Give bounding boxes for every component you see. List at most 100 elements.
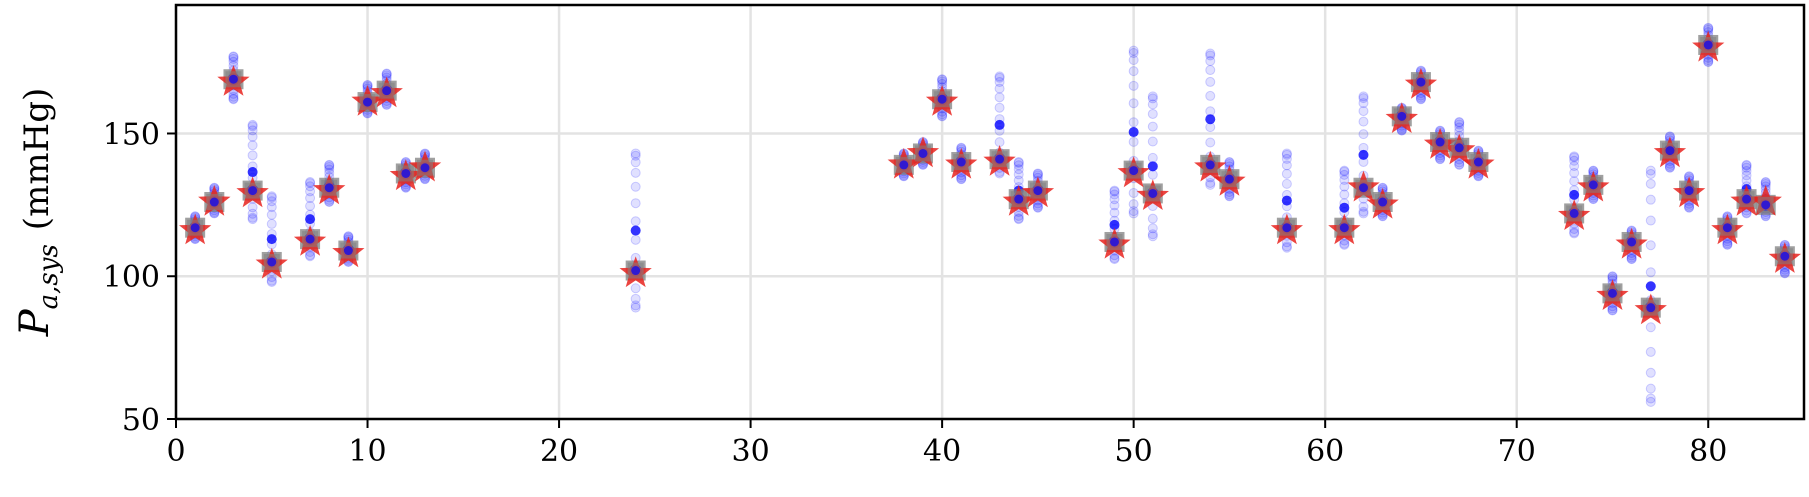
mean-overlay-point [363, 97, 373, 107]
sample-point [1664, 162, 1675, 173]
sample-point [1205, 48, 1216, 59]
sample-point [1109, 189, 1120, 200]
mean-overlay-point [899, 160, 909, 170]
sample-point [1435, 152, 1446, 163]
sample-point [630, 234, 641, 245]
sample-point [1205, 114, 1216, 125]
mean-overlay-point [1358, 183, 1368, 193]
sample-point [1703, 55, 1714, 66]
sample-point [1281, 237, 1292, 248]
mean-overlay-point [1224, 174, 1234, 184]
sample-point [247, 125, 258, 136]
reference-markers [179, 30, 1801, 325]
sample-point [1358, 201, 1369, 212]
sample-point [1147, 121, 1158, 132]
sample-point [305, 177, 316, 188]
sample-point [247, 140, 258, 151]
mean-overlay-point [1742, 194, 1752, 204]
sample-point [1741, 165, 1752, 176]
sample-point [994, 76, 1005, 87]
sample-point [1684, 202, 1695, 213]
mean-overlay-point [1780, 251, 1790, 261]
mean-overlay-point [1454, 143, 1464, 153]
sample-point [1147, 229, 1158, 240]
mean-overlay-point [1148, 188, 1158, 198]
mean-overlay-point [1569, 208, 1579, 218]
sample-point [228, 91, 239, 102]
sample-point [1128, 136, 1139, 147]
sample-point [1128, 55, 1139, 66]
sample-point [994, 102, 1005, 113]
sample-point [305, 178, 316, 189]
mean-overlay-point [228, 74, 238, 84]
sample-point [1454, 117, 1465, 128]
sample-point [1703, 57, 1714, 68]
y-tick-label: 50 [122, 403, 160, 438]
sample-point [228, 93, 239, 104]
sample-point [266, 209, 277, 220]
sample-point [1339, 169, 1350, 180]
sample-point [247, 208, 258, 219]
sample-point [1684, 200, 1695, 211]
sample-point [228, 51, 239, 62]
sample-point [1339, 239, 1350, 250]
sample-point [1128, 66, 1139, 77]
sample-point [1109, 200, 1120, 211]
sample-point [1645, 165, 1656, 176]
y-tick-label: 150 [103, 117, 160, 152]
sample-point [1415, 92, 1426, 103]
sample-point [1569, 227, 1580, 238]
sample-point [228, 94, 239, 105]
sample-point [1454, 159, 1465, 170]
sample-point [1435, 154, 1446, 165]
mean-overlay-point [631, 266, 641, 276]
sample-point [1339, 165, 1350, 176]
sample-point [1454, 122, 1465, 133]
sample-point [1013, 160, 1024, 171]
mean-overlay-point [209, 197, 219, 207]
sample-point [1645, 322, 1656, 333]
mean-overlay-point [1339, 223, 1349, 233]
sample-point [247, 150, 258, 161]
plot-frame [174, 3, 1806, 421]
sample-point [266, 275, 277, 286]
sample-point [1109, 185, 1120, 196]
sample-point [1205, 90, 1216, 101]
sample-point [1128, 98, 1139, 109]
sample-point [1128, 127, 1139, 138]
sample-point [1645, 178, 1656, 189]
sample-point [1147, 231, 1158, 242]
sample-point [1645, 346, 1656, 357]
mean-overlay-point [1014, 194, 1024, 204]
sample-point [1205, 76, 1216, 87]
y-axis-label-main: P [12, 308, 58, 337]
sample-point [266, 202, 277, 213]
mean-overlay-point [1703, 40, 1713, 50]
sample-point [324, 162, 335, 173]
y-axis-label-sub: a,sys [34, 244, 64, 309]
sample-point [266, 234, 277, 245]
x-tick-label: 0 [166, 434, 185, 469]
sample-point [1607, 303, 1618, 314]
sample-point [994, 72, 1005, 83]
sample-point [1128, 199, 1139, 210]
sample-point [305, 193, 316, 204]
mean-overlay-point [1378, 197, 1388, 207]
sample-point [1281, 148, 1292, 159]
sample-point [1147, 136, 1158, 147]
sample-point [1454, 117, 1465, 128]
sample-point [1339, 202, 1350, 213]
sample-point [1358, 116, 1369, 127]
mean-overlay-point [1607, 288, 1617, 298]
sample-point [1013, 169, 1024, 180]
y-axis: 50 100 150 [103, 117, 176, 438]
sample-point [1128, 187, 1139, 198]
sample-point [1569, 161, 1580, 172]
sample-point [1664, 162, 1675, 173]
mean-overlay-point [937, 94, 947, 104]
mean-overlay-point [248, 186, 258, 196]
x-tick-label: 50 [1115, 434, 1153, 469]
sample-point [324, 160, 335, 171]
sample-point [1013, 214, 1024, 225]
sample-point [1205, 179, 1216, 190]
